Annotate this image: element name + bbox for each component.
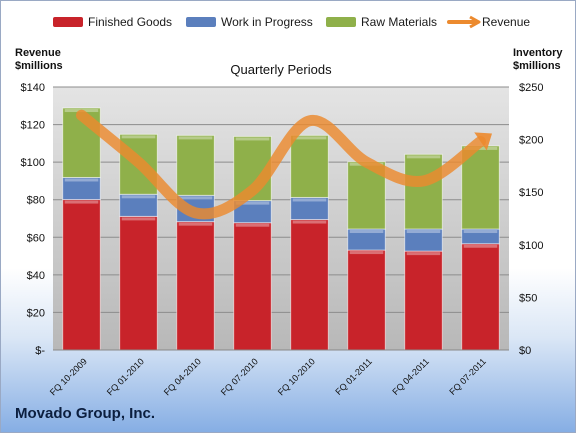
legend-raw-materials: Raw Materials [326, 15, 437, 29]
bar-highlight [235, 201, 270, 205]
legend-revenue: Revenue [446, 15, 530, 29]
left-tick-label: $100 [21, 157, 45, 169]
bar-highlight [292, 220, 327, 224]
legend-swatch-work-in-progress [186, 17, 216, 27]
right-tick-label: $0 [519, 345, 531, 357]
left-tick-label: $60 [27, 232, 45, 244]
bar-finished-goods [119, 215, 158, 351]
revenue-line [76, 109, 493, 220]
legend-label-work-in-progress: Work in Progress [221, 15, 313, 29]
x-tick-label: FQ 01-2010 [105, 356, 146, 397]
bar-highlight [463, 244, 498, 248]
bar-highlight [406, 230, 441, 234]
legend-finished-goods: Finished Goods [53, 15, 172, 29]
revenue-arrowhead [474, 132, 493, 151]
x-tick-label: FQ 04-2010 [162, 356, 203, 397]
bar-highlight [121, 135, 156, 139]
bar-highlight [235, 223, 270, 227]
left-tick-label: $140 [21, 82, 45, 94]
bar-highlight [178, 222, 213, 226]
bar-finished-goods [404, 250, 443, 351]
bar-highlight [292, 136, 327, 140]
legend-label-revenue: Revenue [482, 15, 531, 29]
right-tick-label: $100 [519, 240, 543, 252]
bar-raw-materials [404, 153, 443, 230]
right-tick-label: $200 [519, 135, 543, 147]
bar-highlight [349, 230, 384, 234]
bar-raw-materials [461, 145, 500, 230]
bar-raw-materials [290, 134, 329, 198]
bar-finished-goods [62, 199, 101, 351]
bar-highlight [64, 200, 99, 204]
x-tick-label: FQ 01-2011 [333, 356, 374, 397]
right-axis-ticks: $0 $50 $100 $150 $200 $250 [519, 82, 543, 357]
legend-label-raw-materials: Raw Materials [361, 15, 438, 29]
right-tick-label: $50 [519, 292, 537, 304]
legend-swatch-raw-materials [326, 17, 356, 27]
left-tick-label: $80 [27, 195, 45, 207]
bar-finished-goods [290, 219, 329, 351]
left-tick-label: $40 [27, 270, 45, 282]
right-axis-title: Inventory $millions [513, 47, 563, 73]
bar-highlight [406, 252, 441, 256]
bar-highlight [349, 251, 384, 255]
bar-highlight [121, 195, 156, 199]
x-tick-label: FQ 10-2009 [48, 356, 89, 397]
x-tick-label: FQ 07-2010 [219, 356, 260, 397]
legend-swatch-revenue [447, 15, 481, 29]
left-tick-label: $20 [27, 307, 45, 319]
right-tick-label: $250 [519, 82, 543, 94]
legend: Finished Goods Work in Progress Raw Mate… [1, 15, 575, 35]
legend-label-finished-goods: Finished Goods [88, 15, 173, 29]
legend-swatch-finished-goods [53, 17, 83, 27]
chart-title: Quarterly Periods [230, 62, 332, 77]
bar-highlight [121, 217, 156, 221]
revenue-path [76, 109, 486, 220]
bar-highlight [178, 136, 213, 140]
right-tick-label: $150 [519, 187, 543, 199]
bar-highlight [406, 155, 441, 159]
bar-finished-goods [233, 222, 272, 351]
bar-highlight [178, 196, 213, 200]
bar-finished-goods [461, 243, 500, 351]
right-axis-title-text: Inventory $millions [513, 47, 563, 72]
x-tick-label: FQ 04-2011 [390, 356, 431, 397]
bar-highlight [292, 198, 327, 202]
bar-highlight [64, 178, 99, 182]
left-axis-title: Revenue $millions [15, 47, 63, 73]
company-name: Movado Group, Inc. [15, 405, 156, 422]
bar-highlight [235, 137, 270, 141]
bar-raw-materials [176, 134, 215, 196]
legend-work-in-progress: Work in Progress [186, 15, 313, 29]
bar-finished-goods [347, 249, 386, 351]
left-axis-title-text: Revenue $millions [15, 47, 63, 72]
left-tick-label: $120 [21, 120, 45, 132]
x-tick-label: FQ 10-2010 [276, 356, 317, 397]
x-axis-ticks: FQ 10-2009 FQ 01-2010 FQ 04-2010 FQ 07-2010… [48, 356, 488, 397]
bar-highlight [463, 230, 498, 234]
x-tick-label: FQ 07-2011 [447, 356, 488, 397]
left-axis-ticks: $- $20 $40 $60 $80 $100 $120 $140 [21, 82, 46, 357]
bar-finished-goods [176, 221, 215, 351]
left-tick-label: $- [35, 345, 45, 357]
